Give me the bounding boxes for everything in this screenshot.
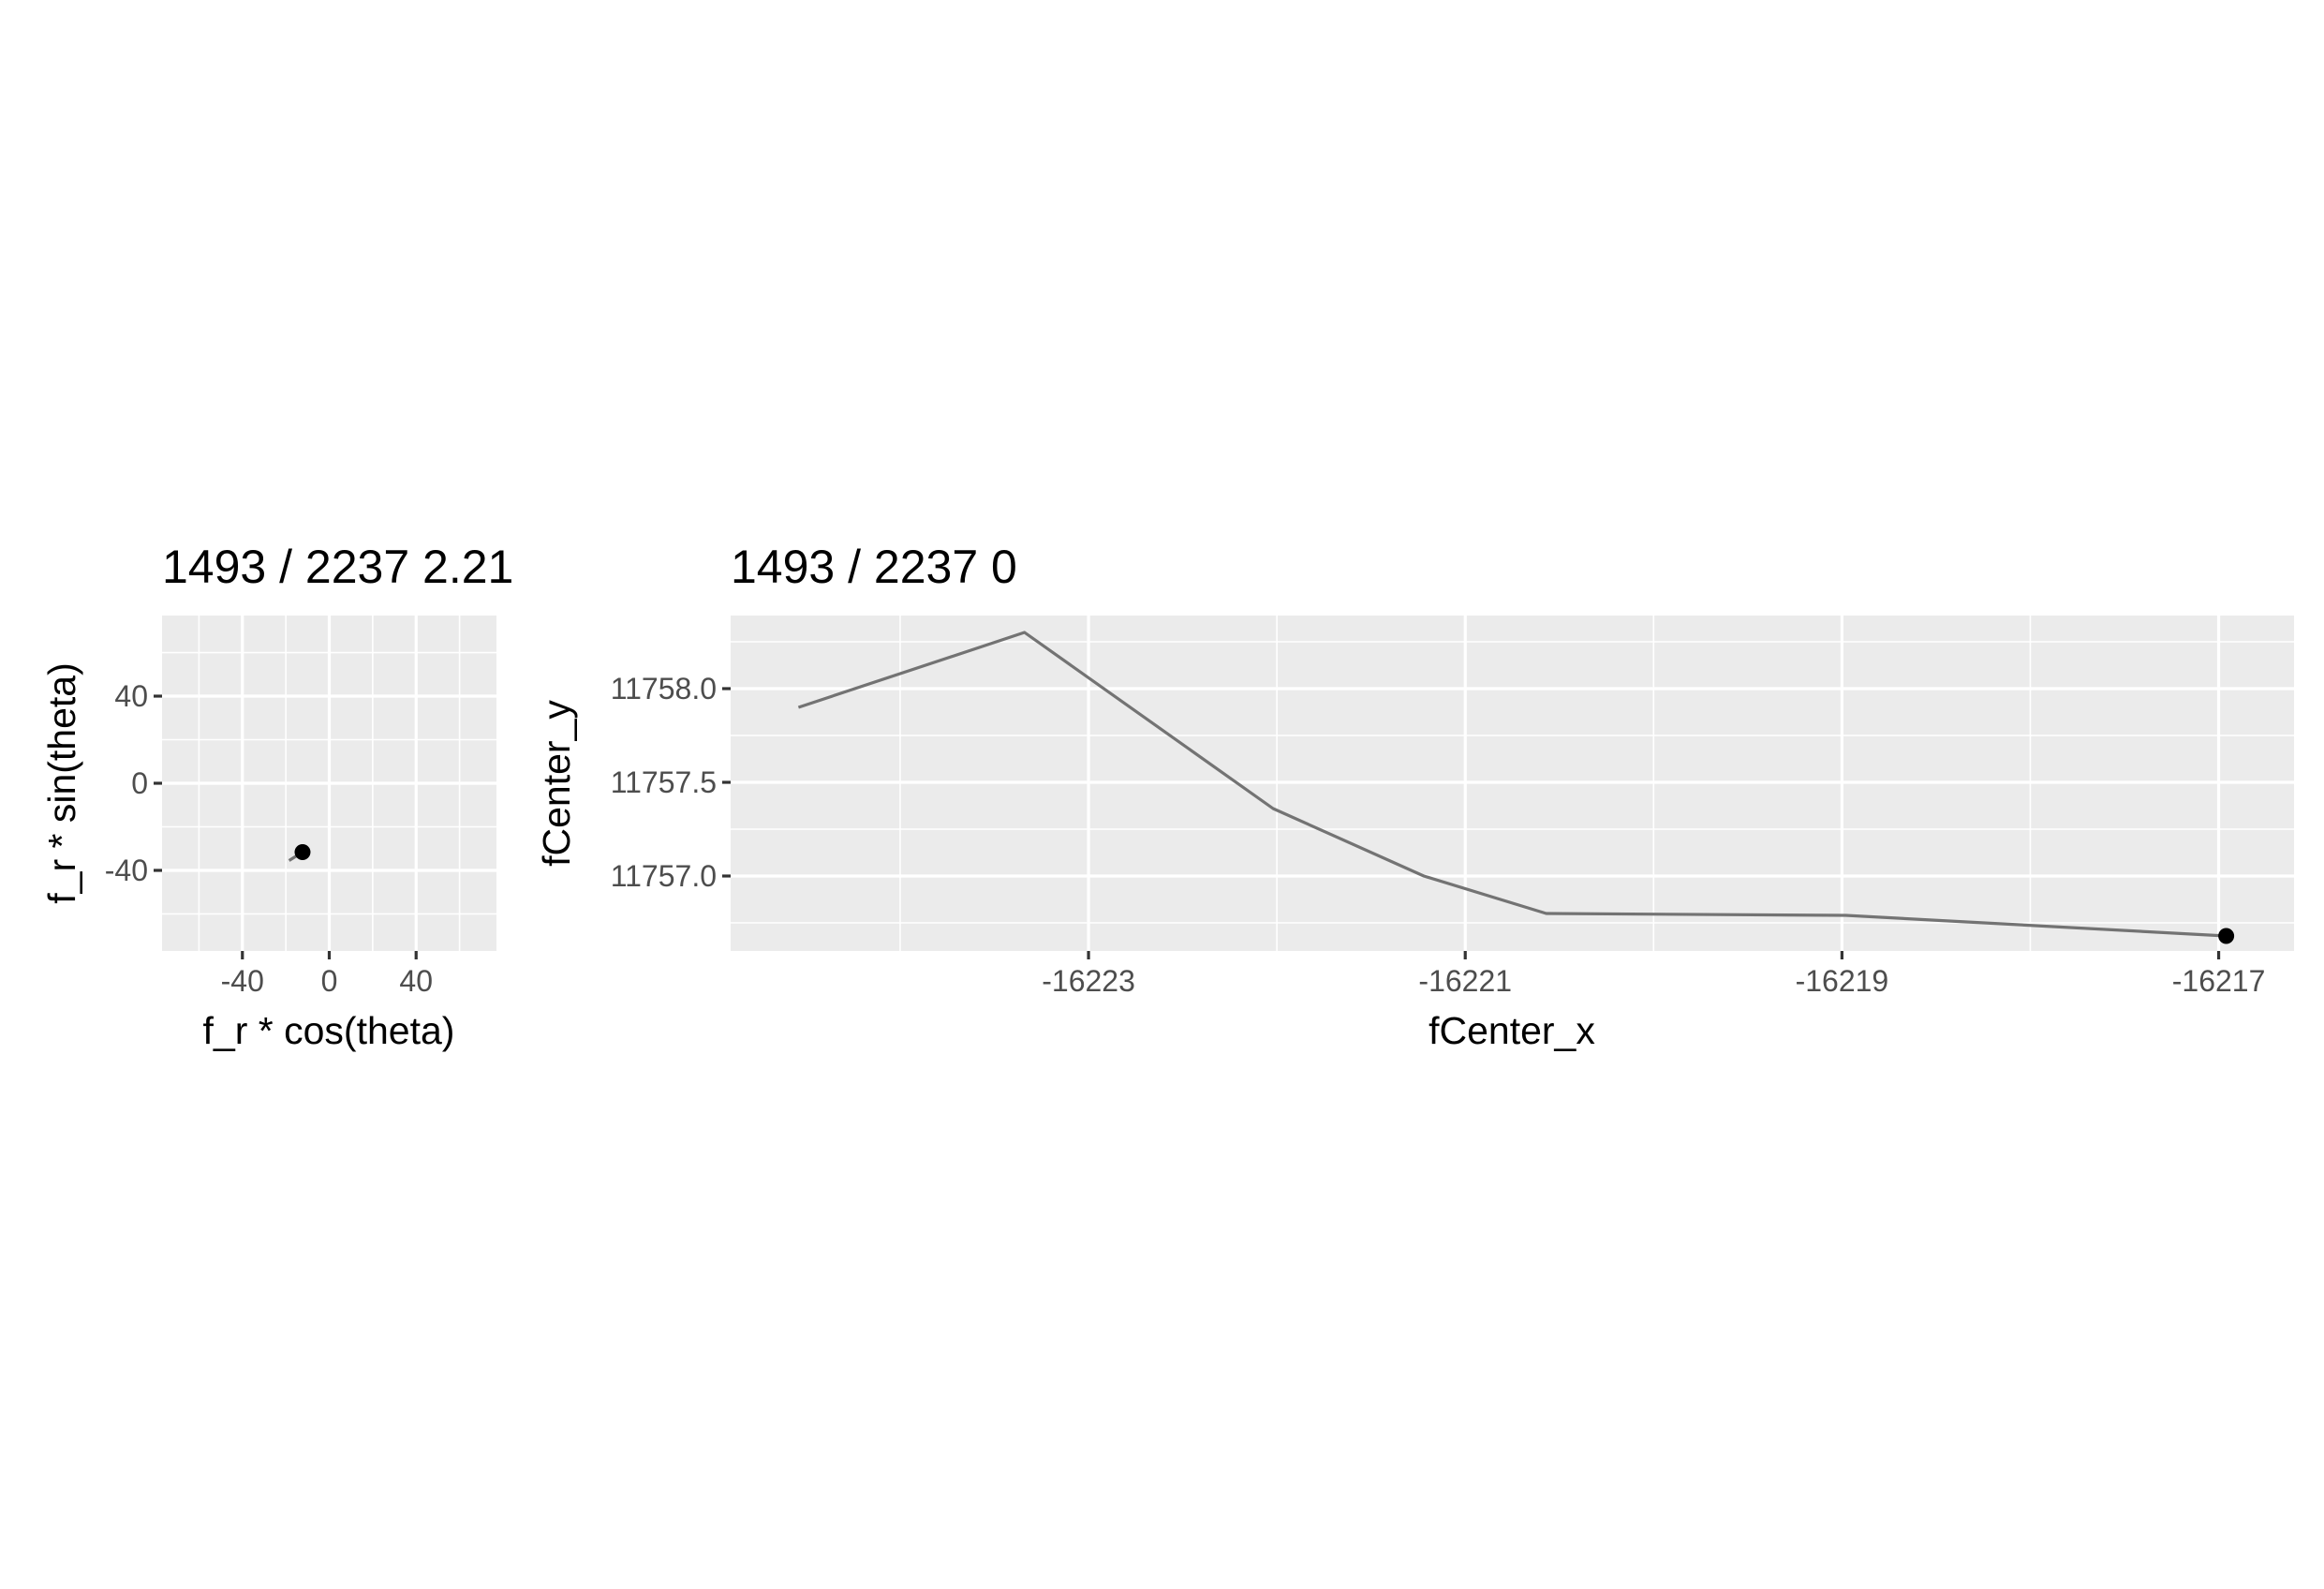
x-tick-label: 0 [321,964,338,998]
series-line [797,631,2227,938]
y-tick-label: 11757.0 [611,859,717,893]
center-panel-ticks: -16223 -16221 -16219 -16217 11757.0 11757.5 11… [611,672,2266,998]
center-panel-points [2218,928,2235,944]
center-panel-title: 1493 / 2237 0 [731,541,1017,593]
polar-panel-gridlines [162,616,496,951]
polar-panel: 1493 / 2237 2.21 -40 0 40 -40 0 40 f_r * cos(… [40,541,513,1052]
center-panel: 1493 / 2237 0 -16223 -16221 -16219 -16217 11… [535,541,2294,1052]
polar-panel-ticks: -40 0 40 -40 0 40 [105,679,433,998]
polar-panel-y-axis-title: f_r * sin(theta) [40,662,83,904]
center-panel-series [797,631,2227,938]
x-tick-label: -16223 [1042,964,1135,998]
y-tick-label: 11758.0 [611,672,717,705]
y-tick-label: 40 [114,679,148,713]
polar-panel-points [294,843,311,860]
center-panel-gridlines [731,616,2294,951]
x-tick-label: -16219 [1796,964,1889,998]
x-tick-label: -40 [221,964,264,998]
data-point [2218,928,2235,944]
x-tick-label: -16217 [2172,964,2266,998]
center-panel-x-axis-title: fCenter_x [1428,1009,1595,1052]
x-tick-label: -16221 [1418,964,1512,998]
polar-panel-x-axis-title: f_r * cos(theta) [203,1009,455,1052]
data-point [294,843,311,860]
center-panel-y-axis-title: fCenter_y [535,700,578,867]
y-tick-label: -40 [105,854,148,887]
y-tick-label: 11757.5 [611,765,717,799]
x-tick-label: 40 [399,964,433,998]
y-tick-label: 0 [131,766,148,800]
polar-panel-title: 1493 / 2237 2.21 [162,541,513,593]
